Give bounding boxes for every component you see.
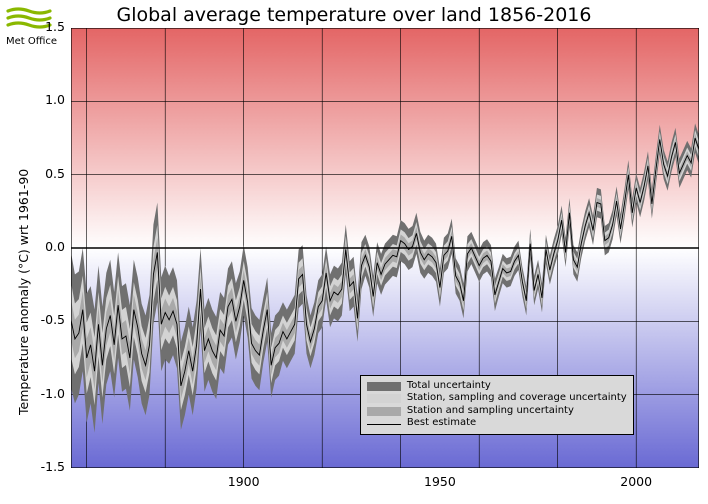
chart-root: Met Office Global average temperature ov…: [0, 0, 708, 504]
legend-item: Total uncertainty: [367, 380, 627, 393]
y-tick-label: 1.0: [45, 94, 65, 107]
x-tick-label: 2000: [616, 476, 656, 489]
legend-item: Station and sampling uncertainty: [367, 405, 627, 418]
y-tick-label: -0.5: [41, 314, 65, 327]
legend-label: Total uncertainty: [407, 380, 491, 393]
chart-title: Global average temperature over land 185…: [0, 4, 708, 26]
y-tick-label: 0.0: [45, 241, 65, 254]
y-tick-label: 1.5: [45, 21, 65, 34]
x-tick-label: 1950: [420, 476, 460, 489]
y-tick-label: -1.0: [41, 388, 65, 401]
y-tick-label: 0.5: [45, 168, 65, 181]
legend-label: Station and sampling uncertainty: [407, 405, 574, 418]
logo-label: Met Office: [6, 36, 64, 47]
legend-label: Station, sampling and coverage uncertain…: [407, 392, 627, 405]
y-axis-label: Temperature anomaly (°C) wrt 1961-90: [18, 169, 31, 415]
legend-item: Best estimate: [367, 417, 627, 430]
y-tick-label: -1.5: [41, 461, 65, 474]
legend: Total uncertaintyStation, sampling and c…: [360, 375, 634, 435]
legend-swatch-icon: [367, 382, 401, 391]
legend-label: Best estimate: [407, 417, 476, 430]
legend-item: Station, sampling and coverage uncertain…: [367, 392, 627, 405]
legend-swatch-icon: [367, 394, 401, 403]
legend-line-icon: [367, 424, 401, 425]
legend-swatch-icon: [367, 407, 401, 416]
x-tick-label: 1900: [224, 476, 264, 489]
